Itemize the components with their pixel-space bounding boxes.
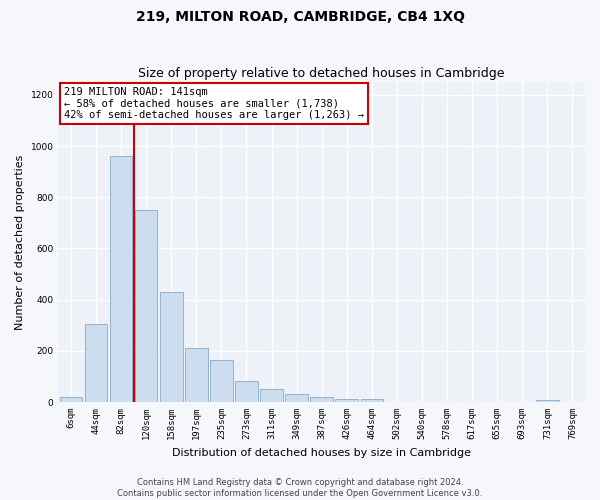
Bar xyxy=(85,324,107,402)
Bar xyxy=(286,394,308,402)
Text: 219, MILTON ROAD, CAMBRIDGE, CB4 1XQ: 219, MILTON ROAD, CAMBRIDGE, CB4 1XQ xyxy=(136,10,464,24)
Text: Contains HM Land Registry data © Crown copyright and database right 2024.
Contai: Contains HM Land Registry data © Crown c… xyxy=(118,478,482,498)
Bar xyxy=(335,398,358,402)
Bar xyxy=(185,348,208,402)
Bar xyxy=(160,292,182,402)
Bar xyxy=(361,400,383,402)
Bar xyxy=(135,210,157,402)
Bar xyxy=(310,398,333,402)
X-axis label: Distribution of detached houses by size in Cambridge: Distribution of detached houses by size … xyxy=(172,448,471,458)
Title: Size of property relative to detached houses in Cambridge: Size of property relative to detached ho… xyxy=(139,66,505,80)
Bar xyxy=(235,381,258,402)
Text: 219 MILTON ROAD: 141sqm
← 58% of detached houses are smaller (1,738)
42% of semi: 219 MILTON ROAD: 141sqm ← 58% of detache… xyxy=(64,87,364,120)
Bar xyxy=(110,156,133,402)
Bar xyxy=(59,397,82,402)
Bar xyxy=(536,400,559,402)
Bar xyxy=(210,360,233,402)
Bar xyxy=(260,390,283,402)
Y-axis label: Number of detached properties: Number of detached properties xyxy=(15,154,25,330)
